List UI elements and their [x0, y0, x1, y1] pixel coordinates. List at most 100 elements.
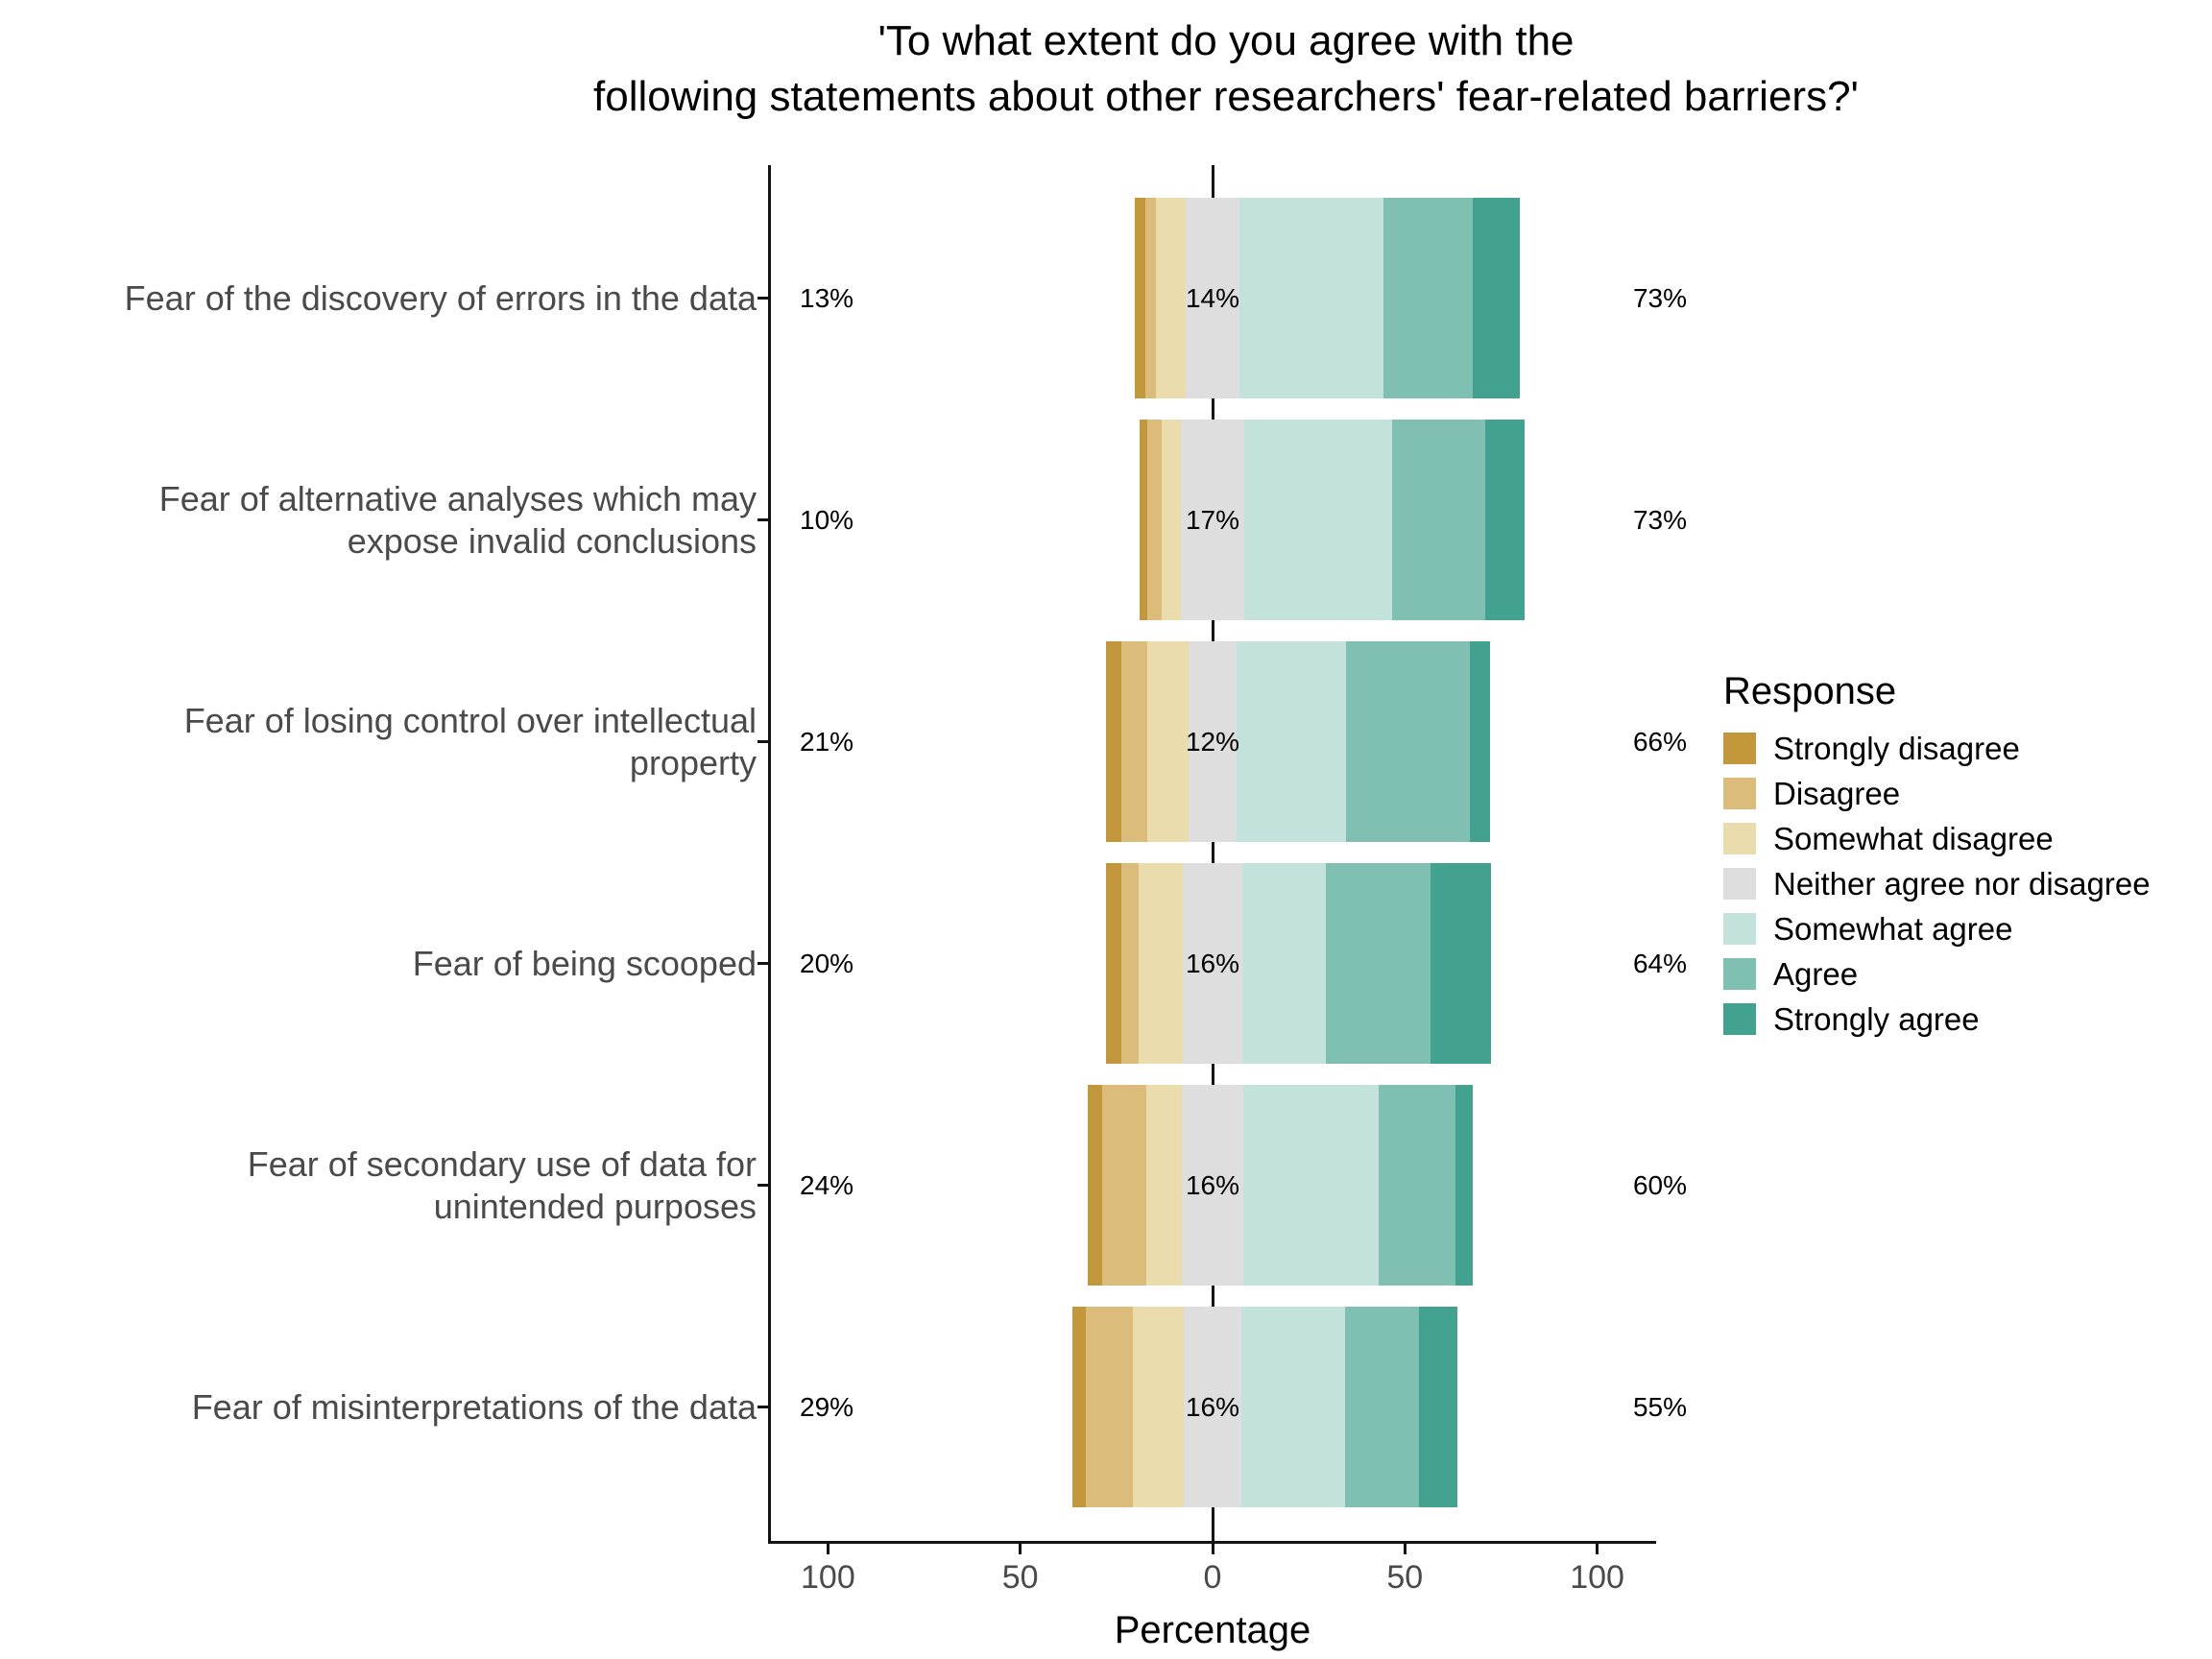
bar-segment-neither-agree-nor-disagree: [1182, 863, 1243, 1064]
x-axis-tick: [1211, 1544, 1214, 1554]
bar-segment-somewhat-disagree: [1147, 641, 1189, 842]
bar-segment-strongly-disagree: [1134, 198, 1145, 398]
bar-segment-strongly-agree: [1455, 1085, 1473, 1286]
category-label: Fear of misinterpretations of the data: [191, 1386, 757, 1427]
legend-item: Strongly agree: [1723, 1000, 2203, 1037]
category-label: Fear of secondary use of data for uninte…: [247, 1143, 757, 1226]
x-axis-tick: [1403, 1544, 1407, 1554]
x-axis-tick-label: 50: [1001, 1559, 1039, 1596]
category-label: Fear of alternative analyses which may e…: [158, 478, 757, 561]
label-disagree-total: 24%: [800, 1169, 854, 1200]
bar-segment-agree: [1379, 1085, 1456, 1286]
bar-segment-disagree: [1121, 863, 1140, 1064]
bar-row: [1088, 1085, 1473, 1286]
bar-segment-disagree: [1102, 1085, 1146, 1286]
label-disagree-total: 10%: [800, 504, 854, 535]
bar-segment-agree: [1391, 420, 1485, 620]
bar-segment-somewhat-agree: [1242, 863, 1327, 1064]
bar-row: [1106, 863, 1492, 1064]
label-agree-total: 60%: [1632, 1169, 1687, 1200]
label-neither: 17%: [1185, 504, 1240, 535]
label-neither: 12%: [1185, 726, 1240, 757]
x-axis-tick: [826, 1544, 830, 1554]
label-agree-total: 73%: [1632, 282, 1687, 313]
y-axis-tick: [757, 962, 769, 965]
bar-row: [1134, 198, 1521, 398]
legend-item: Somewhat agree: [1723, 910, 2203, 947]
category-label: Fear of losing control over intellectual…: [183, 700, 757, 782]
legend-item: Agree: [1723, 955, 2203, 992]
x-axis-tick: [1596, 1544, 1599, 1554]
legend-item-label: Neither agree nor disagree: [1773, 865, 2151, 902]
bar-segment-strongly-agree: [1472, 198, 1521, 398]
label-neither: 16%: [1185, 1391, 1240, 1422]
x-axis-title: Percentage: [1114, 1609, 1311, 1651]
x-axis-tick-label: 50: [1386, 1559, 1424, 1596]
bar-segment-somewhat-agree: [1242, 1085, 1380, 1286]
bar-segment-strongly-disagree: [1071, 1307, 1086, 1507]
bar-segment-somewhat-disagree: [1133, 1307, 1184, 1507]
zero-reference-line: [1211, 165, 1214, 1541]
bar-row: [1071, 1307, 1457, 1507]
bar-segment-agree: [1326, 863, 1431, 1064]
y-axis-tick: [757, 1406, 769, 1408]
y-axis-tick: [757, 1184, 769, 1187]
legend-items: Strongly disagree Disagree Somewhat disagr…: [1723, 730, 2203, 1037]
bar-segment-strongly-disagree: [1105, 641, 1121, 842]
legend-item-label: Strongly disagree: [1773, 730, 2020, 766]
bar-segment-disagree: [1144, 198, 1157, 398]
bar-segment-somewhat-disagree: [1162, 420, 1181, 620]
bar-segment-strongly-disagree: [1088, 1085, 1103, 1286]
legend-swatch-strongly-disagree: [1723, 733, 1756, 764]
label-disagree-total: 21%: [800, 726, 854, 757]
legend-item-label: Agree: [1773, 955, 1859, 992]
legend-swatch-disagree: [1723, 778, 1756, 809]
bar-segment-somewhat-agree: [1244, 420, 1392, 620]
label-disagree-total: 29%: [800, 1391, 854, 1422]
x-axis-tick-label: 100: [1570, 1559, 1624, 1596]
label-disagree-total: 20%: [800, 948, 854, 978]
legend-title: Response: [1723, 670, 1897, 712]
bar-segment-strongly-disagree: [1139, 420, 1148, 620]
legend-swatch-somewhat-agree: [1723, 913, 1756, 945]
legend-item: Neither agree nor disagree: [1723, 865, 2203, 902]
bar-segment-agree: [1382, 198, 1473, 398]
bar-segment-neither-agree-nor-disagree: [1188, 641, 1237, 842]
chart-title: 'To what extent do you agree with the fo…: [240, 13, 2212, 125]
legend-item-label: Somewhat agree: [1773, 910, 2013, 947]
category-label: Fear of being scooped: [412, 943, 757, 983]
x-axis-tick: [1019, 1544, 1022, 1554]
y-axis-tick: [757, 297, 769, 300]
y-axis-tick: [757, 518, 769, 521]
legend-item-label: Disagree: [1773, 775, 1901, 811]
bar-segment-somewhat-agree: [1237, 641, 1347, 842]
legend-swatch-somewhat-disagree: [1723, 823, 1756, 854]
label-agree-total: 55%: [1632, 1391, 1687, 1422]
y-axis-tick: [757, 740, 769, 743]
label-agree-total: 66%: [1632, 726, 1687, 757]
bar-segment-somewhat-disagree: [1156, 198, 1187, 398]
bar-segment-neither-agree-nor-disagree: [1180, 420, 1245, 620]
bar-segment-strongly-disagree: [1106, 863, 1122, 1064]
legend-item-label: Strongly agree: [1773, 1000, 1980, 1037]
x-axis-tick-label: 100: [801, 1559, 855, 1596]
category-label: Fear of the discovery of errors in the d…: [124, 277, 757, 318]
label-neither: 16%: [1185, 948, 1240, 978]
legend: Response Strongly disagree Disagree Somewh…: [1723, 670, 2203, 1048]
label-agree-total: 73%: [1632, 504, 1687, 535]
bar-segment-strongly-agree: [1469, 641, 1491, 842]
bar-row: [1139, 420, 1526, 620]
legend-item: Strongly disagree: [1723, 730, 2203, 766]
bar-segment-strongly-agree: [1430, 863, 1492, 1064]
bar-segment-neither-agree-nor-disagree: [1186, 198, 1239, 398]
x-axis-tick-label: 0: [1203, 1559, 1222, 1596]
bar-segment-disagree: [1120, 641, 1148, 842]
legend-item: Somewhat disagree: [1723, 820, 2203, 856]
chart-title-line1: 'To what extent do you agree with the: [878, 17, 1575, 64]
label-agree-total: 64%: [1632, 948, 1687, 978]
legend-swatch-neither-agree-nor-disagree: [1723, 868, 1756, 900]
label-disagree-total: 13%: [800, 282, 854, 313]
bar-segment-neither-agree-nor-disagree: [1182, 1085, 1243, 1286]
legend-swatch-strongly-agree: [1723, 1003, 1756, 1035]
legend-item-label: Somewhat disagree: [1773, 820, 2054, 856]
